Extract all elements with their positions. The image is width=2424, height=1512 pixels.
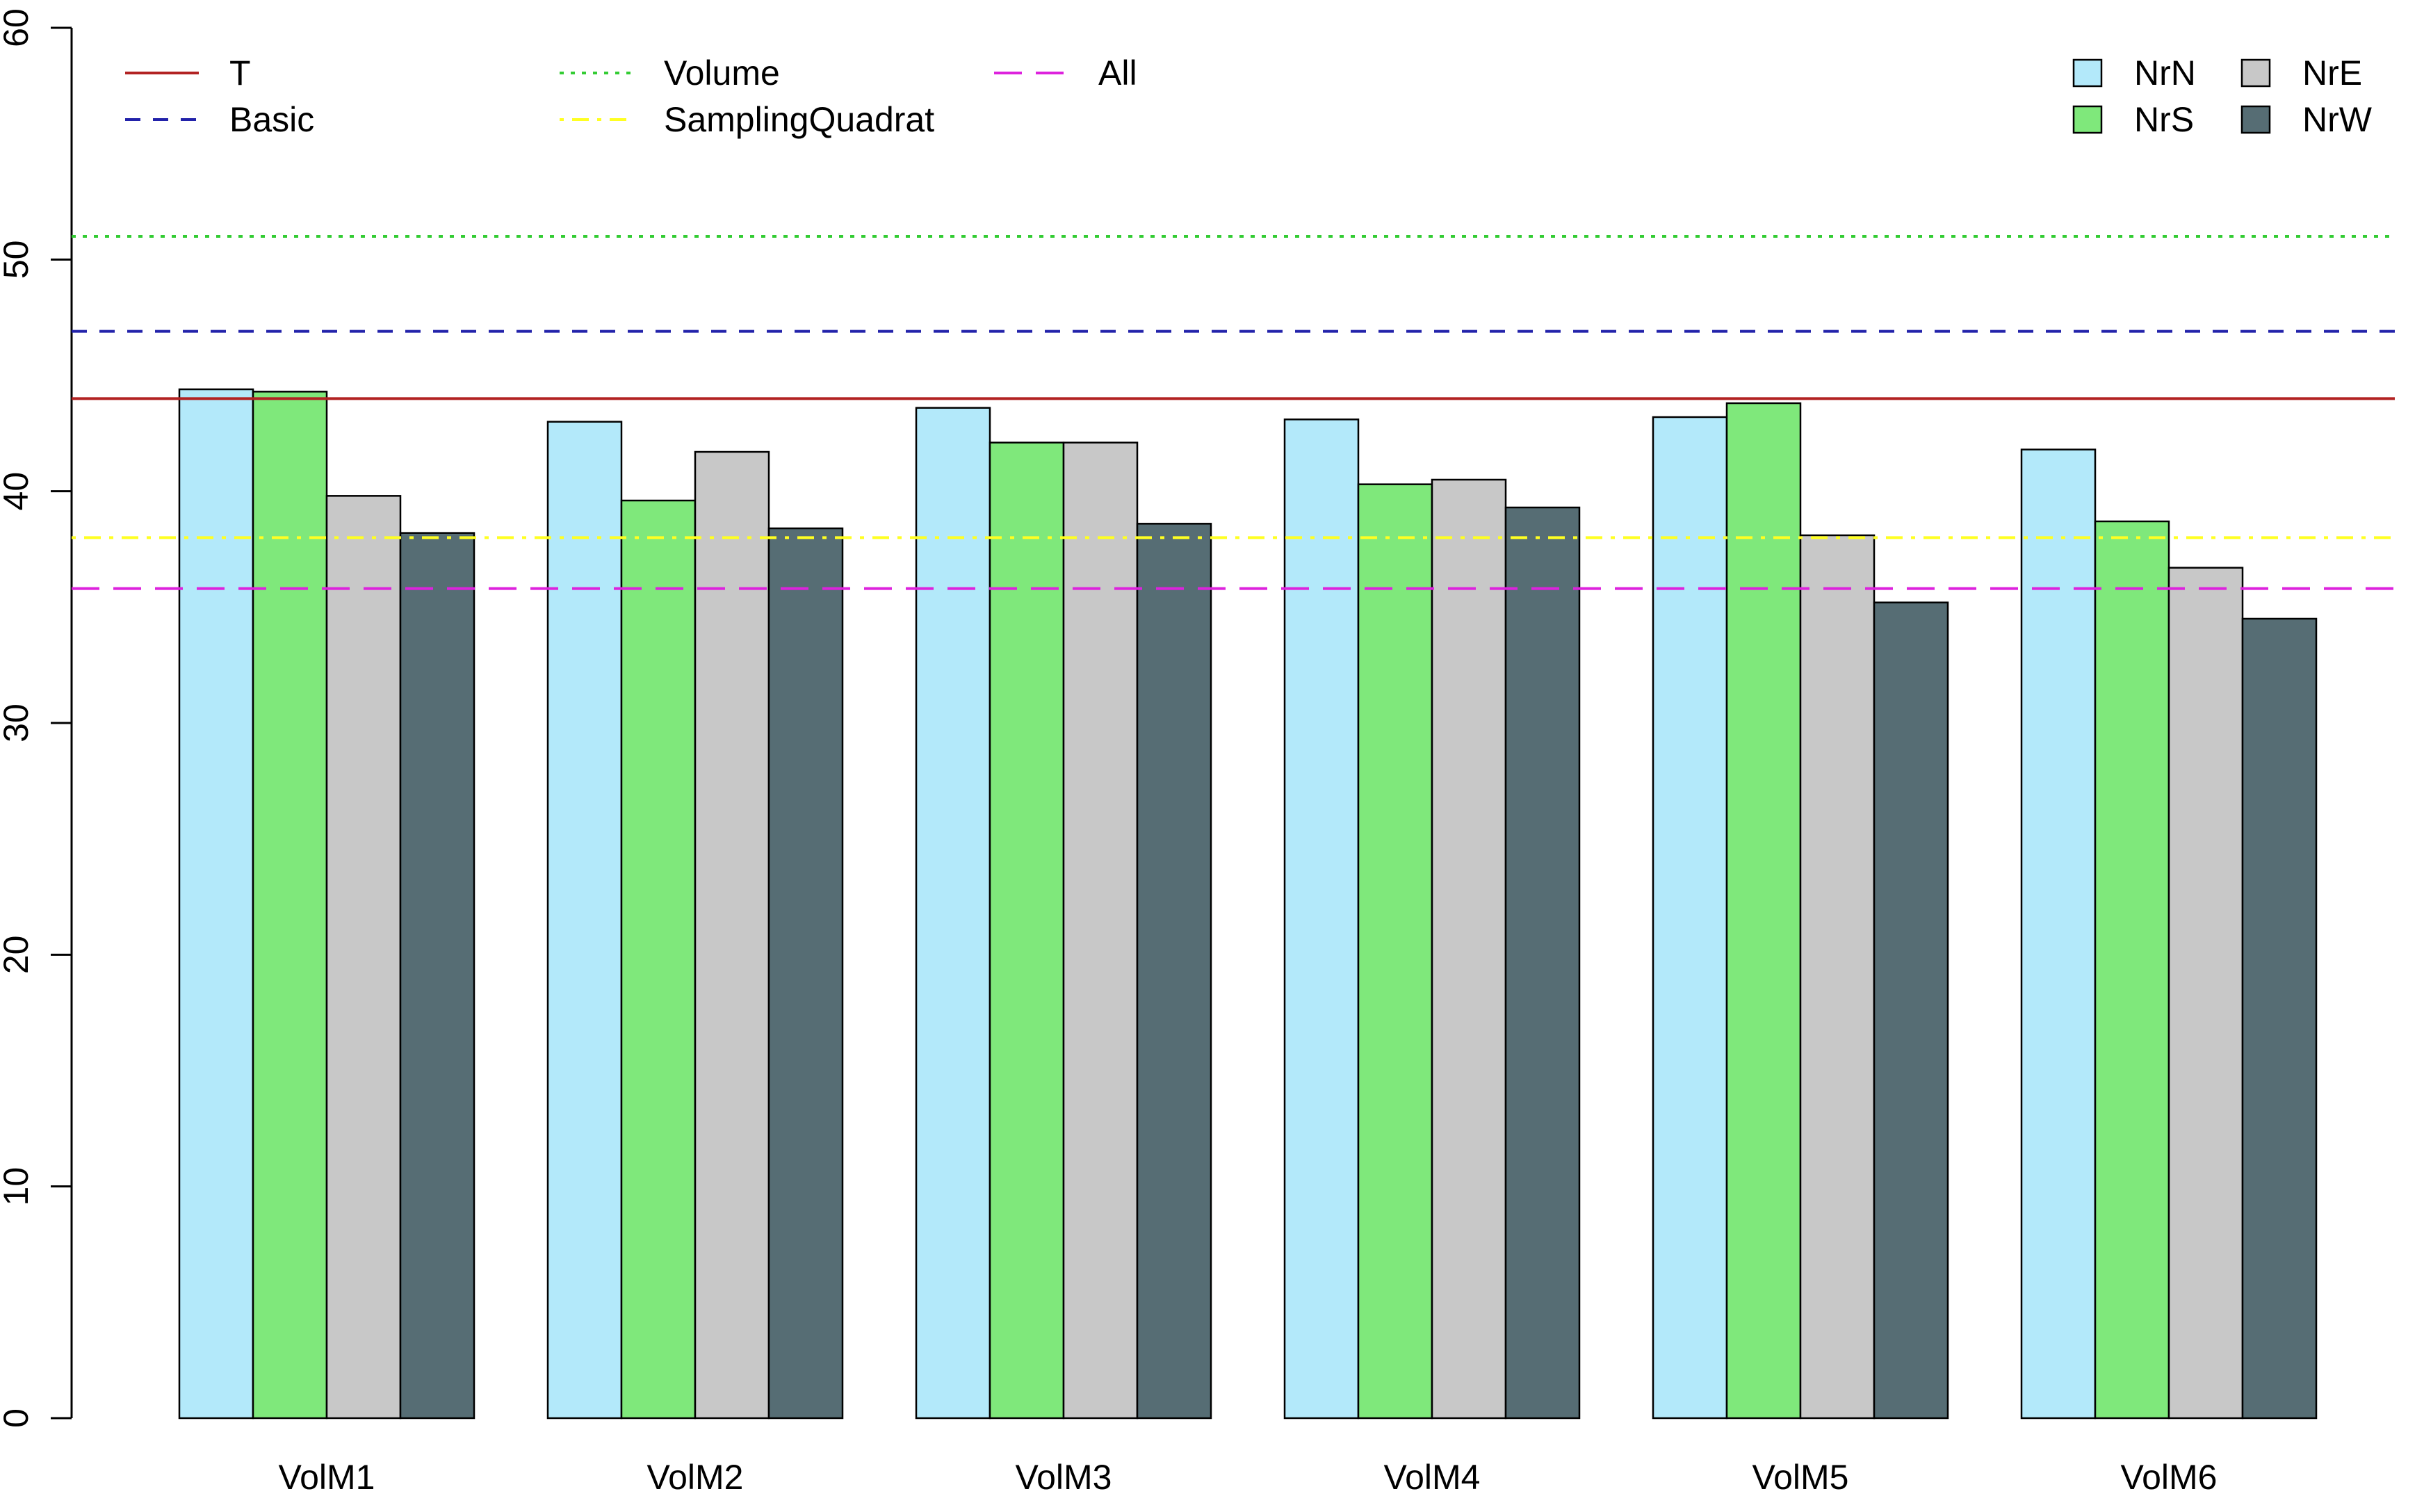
legend-label-nrw: NrW [2302,100,2373,139]
bar-volm2-nrs [620,499,697,1420]
bar-volm5-nrn [1652,416,1728,1420]
bar-volm1-nre [325,495,402,1420]
bar-volm5-nre [1799,534,1876,1420]
bar-volm6-nrn [2020,448,2097,1420]
line-legend: T Basic Volume SamplingQuadrat All [125,54,1137,139]
bar-volm4-nrw [1504,506,1581,1420]
legend-swatch-nrw [2240,105,2271,134]
x-category-label: VolM3 [1016,1458,1112,1497]
legend-label-samplingquadrat: SamplingQuadrat [664,100,934,139]
legend-label-nre: NrE [2302,54,2362,92]
x-category-label: VolM1 [279,1458,375,1497]
y-tick-label: 10 [0,1167,35,1206]
y-tick-label: 30 [0,704,35,742]
bar-volm2-nrn [546,421,623,1420]
bar-volm4-nre [1431,478,1507,1420]
legend-label-all: All [1098,54,1137,92]
bar-volm2-nre [694,450,770,1420]
bar-volm1-nrw [399,532,475,1420]
legend-swatch-nrs [2072,105,2103,134]
bar-volm6-nrw [2241,617,2318,1420]
legend-label-t: T [229,54,251,92]
legend-label-basic: Basic [229,100,314,139]
legend-label-nrn: NrN [2134,54,2196,92]
legend-swatch-nre [2240,58,2271,88]
bar-volm5-nrw [1873,601,1949,1420]
bar-volm1-nrs [252,391,328,1420]
reference-lines [72,235,2395,590]
y-axis: 0 10 20 30 40 50 60 [0,8,73,1428]
legend-label-volume: Volume [664,54,780,92]
x-category-label: VolM5 [1752,1458,1849,1497]
bar-volm5-nrs [1725,402,1802,1420]
bar-volm6-nre [2167,567,2244,1420]
x-category-label: VolM4 [1384,1458,1481,1497]
bars [178,388,2318,1420]
y-tick-label: 40 [0,472,35,511]
bar-volm3-nrn [915,407,991,1420]
bar-volm3-nre [1062,441,1139,1420]
bar-volm3-nrs [989,441,1065,1420]
bar-volm2-nrw [767,527,844,1420]
bar-volm6-nrs [2094,520,2170,1420]
y-tick-label: 0 [0,1408,35,1428]
x-category-labels: VolM1 VolM2 VolM3 VolM4 VolM5 VolM6 [279,1458,2218,1497]
y-tick-label: 60 [0,8,35,47]
bar-volm1-nrn [178,388,254,1420]
bar-volm3-nrw [1136,523,1212,1420]
bar-volm4-nrs [1357,483,1433,1420]
bar-legend: NrN NrS NrE NrW [2072,54,2373,139]
x-category-label: VolM6 [2121,1458,2218,1497]
bar-volm4-nrn [1283,418,1360,1420]
legend-swatch-nrn [2072,58,2103,88]
y-tick-label: 20 [0,936,35,975]
x-category-label: VolM2 [647,1458,744,1497]
legend-label-nrs: NrS [2134,100,2194,139]
y-tick-label: 50 [0,241,35,279]
